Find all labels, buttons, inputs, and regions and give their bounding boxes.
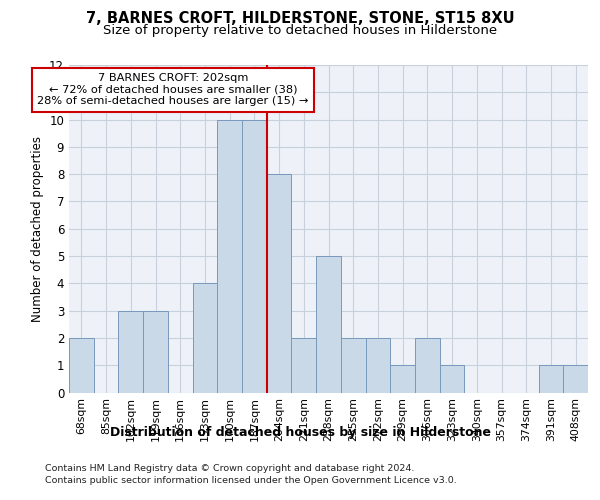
Bar [365, 338, 390, 392]
Bar [292, 338, 316, 392]
Text: 7 BARNES CROFT: 202sqm
← 72% of detached houses are smaller (38)
28% of semi-det: 7 BARNES CROFT: 202sqm ← 72% of detached… [37, 73, 308, 106]
Text: 7, BARNES CROFT, HILDERSTONE, STONE, ST15 8XU: 7, BARNES CROFT, HILDERSTONE, STONE, ST1… [86, 11, 514, 26]
Bar [415, 338, 440, 392]
Bar [539, 365, 563, 392]
Bar [217, 120, 242, 392]
Bar [341, 338, 365, 392]
Text: Distribution of detached houses by size in Hilderstone: Distribution of detached houses by size … [110, 426, 491, 439]
Bar [118, 310, 143, 392]
Bar [440, 365, 464, 392]
Bar [69, 338, 94, 392]
Text: Contains public sector information licensed under the Open Government Licence v3: Contains public sector information licen… [45, 476, 457, 485]
Bar [563, 365, 588, 392]
Bar [242, 120, 267, 392]
Text: Size of property relative to detached houses in Hilderstone: Size of property relative to detached ho… [103, 24, 497, 37]
Bar [193, 284, 217, 393]
Bar [390, 365, 415, 392]
Bar [143, 310, 168, 392]
Y-axis label: Number of detached properties: Number of detached properties [31, 136, 44, 322]
Bar [316, 256, 341, 392]
Text: Contains HM Land Registry data © Crown copyright and database right 2024.: Contains HM Land Registry data © Crown c… [45, 464, 415, 473]
Bar [267, 174, 292, 392]
